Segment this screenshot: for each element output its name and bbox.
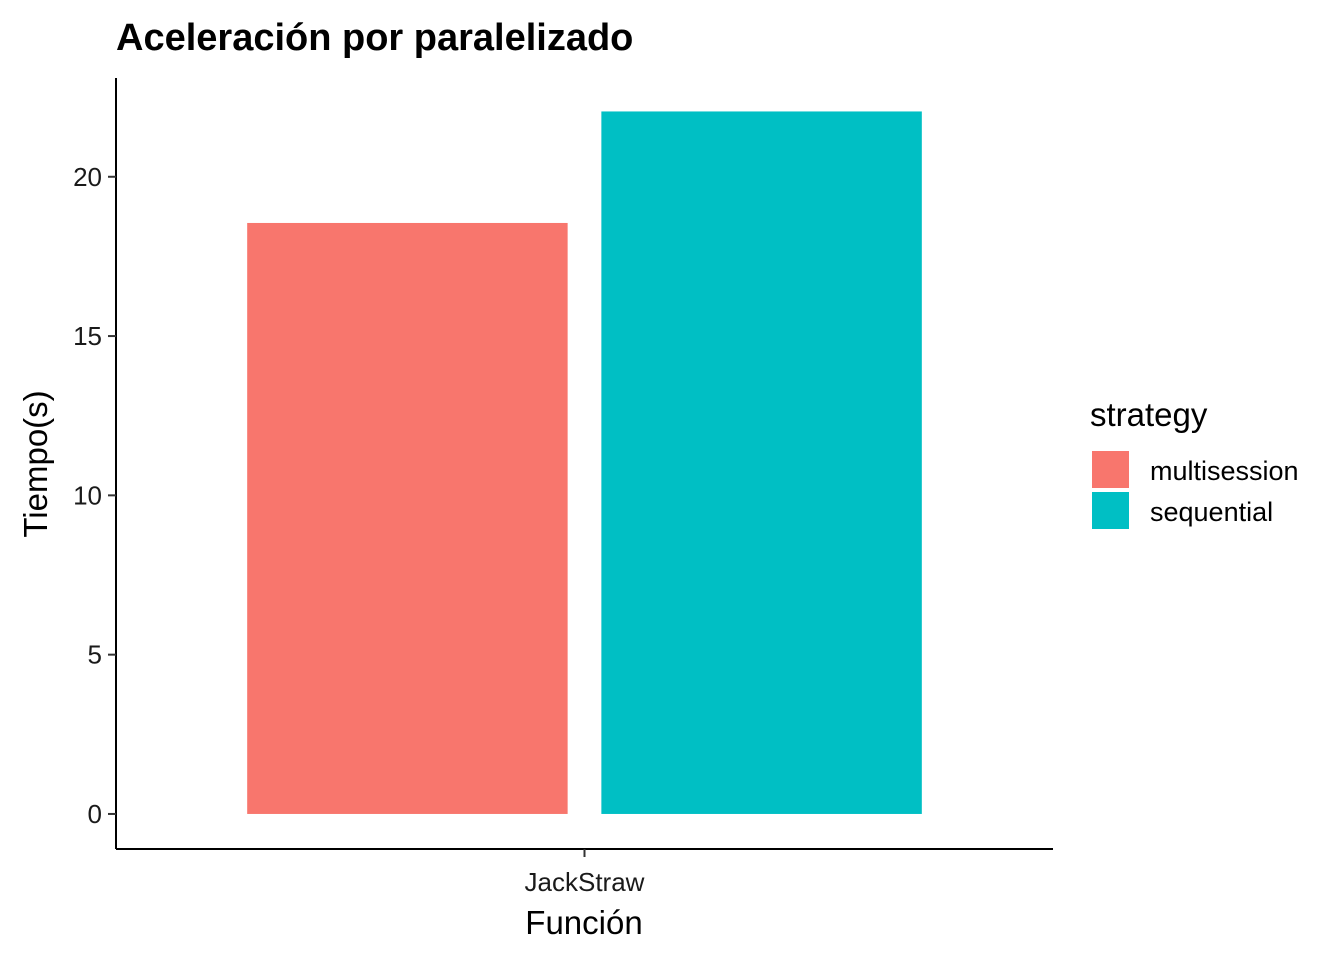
bars-group (247, 111, 922, 814)
y-tick-label: 10 (73, 480, 102, 510)
y-axis-ticks: 0 5 10 15 20 (73, 162, 116, 829)
bar-sequential (601, 111, 922, 814)
x-axis-ticks: JackStraw (525, 849, 645, 897)
y-axis-title: Tiempo(s) (17, 390, 54, 537)
y-tick-label: 15 (73, 321, 102, 351)
chart-title: Aceleración por paralelizado (116, 17, 633, 59)
y-tick-label: 20 (73, 162, 102, 192)
x-axis-title: Función (525, 904, 642, 941)
legend-items: multisession sequential (1092, 451, 1299, 529)
legend-label: sequential (1150, 497, 1273, 527)
x-tick-label: JackStraw (525, 867, 645, 897)
y-tick-label: 0 (88, 799, 102, 829)
bar-multisession (247, 222, 568, 814)
y-tick-label: 5 (88, 640, 102, 670)
legend-label: multisession (1150, 456, 1299, 486)
legend-title: strategy (1090, 396, 1208, 433)
plot-area: 0 5 10 15 20 JackStraw (73, 78, 1053, 897)
legend-key-multisession (1092, 451, 1129, 488)
legend: strategy multisession sequential (1090, 396, 1299, 529)
legend-key-sequential (1092, 492, 1129, 529)
